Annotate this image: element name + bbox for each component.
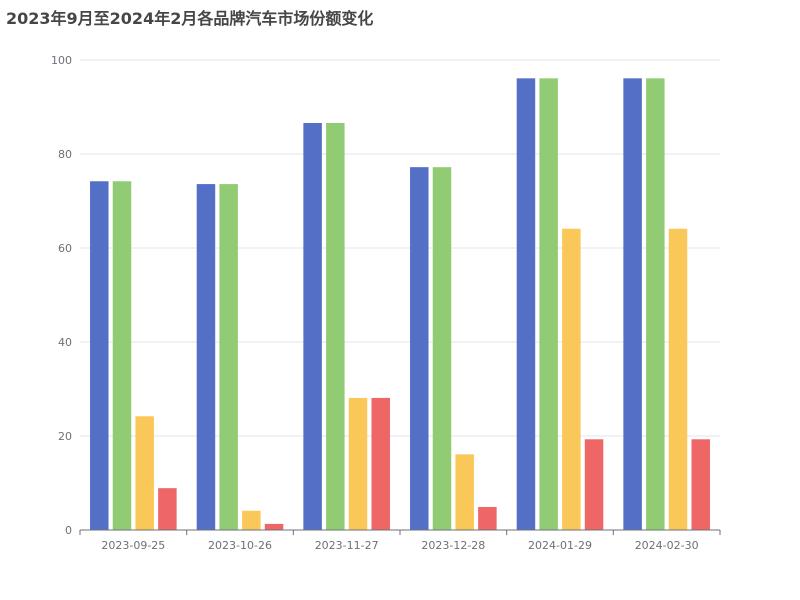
x-axis-tick-labels: 2023-09-25 2023-10-26 2023-11-27 2023-12-28…	[101, 539, 698, 552]
y-tick-label: 0	[65, 524, 72, 537]
bar-series-4-2023-11-27	[371, 397, 390, 530]
bar-series-3-2023-12-28	[455, 454, 474, 530]
bar-series-3-2023-11-27	[348, 397, 368, 530]
x-tick-label: 2023-11-27	[315, 539, 379, 552]
bar-series-3-2023-09-25	[135, 416, 154, 530]
bar-series-4-2023-10-26	[264, 523, 284, 530]
y-tick-label: 100	[51, 54, 72, 67]
bar-series-3-2024-02-30	[668, 228, 688, 531]
y-axis-tick-labels: 0 20 40 60 80 100	[51, 54, 72, 537]
bar-series-1-2023-10-26	[196, 184, 216, 530]
bar-series-2-2023-11-27	[326, 122, 345, 530]
y-tick-label: 20	[58, 430, 72, 443]
bar-series-1-2024-01-29	[516, 78, 536, 530]
x-tick-label: 2023-12-28	[421, 539, 485, 552]
bar-series-4-2023-12-28	[478, 506, 497, 530]
x-tick-label: 2024-02-30	[635, 539, 699, 552]
grid-lines	[80, 59, 720, 437]
bar-series-1-2023-12-28	[410, 167, 429, 530]
y-tick-label: 80	[58, 148, 72, 161]
bar-series-2-2023-12-28	[432, 167, 452, 530]
bar-series-1-2024-02-30	[623, 78, 642, 530]
x-tick-label: 2023-10-26	[208, 539, 272, 552]
bar-series-2-2023-09-25	[112, 181, 132, 530]
y-tick-label: 40	[58, 336, 72, 349]
bar-series-1-2023-11-27	[303, 122, 322, 530]
bar-series-2-2024-01-29	[539, 78, 558, 530]
x-tick-label: 2023-09-25	[101, 539, 165, 552]
bar-series-3-2024-01-29	[562, 228, 581, 531]
bar-series-2-2023-10-26	[219, 184, 238, 530]
y-tick-label: 60	[58, 242, 72, 255]
bar-series-4-2024-02-30	[691, 439, 710, 530]
x-tick-label: 2024-01-29	[528, 539, 592, 552]
bars	[90, 78, 710, 531]
bar-series-2-2024-02-30	[646, 78, 665, 530]
bar-series-4-2024-01-29	[584, 439, 604, 530]
bar-series-4-2023-09-25	[158, 488, 177, 530]
x-axis-ticks	[79, 530, 721, 535]
bar-series-1-2023-09-25	[90, 181, 109, 530]
bar-series-3-2023-10-26	[242, 510, 261, 530]
chart-title: 2023年9月至2024年2月各品牌汽车市场份额变化	[6, 9, 374, 28]
